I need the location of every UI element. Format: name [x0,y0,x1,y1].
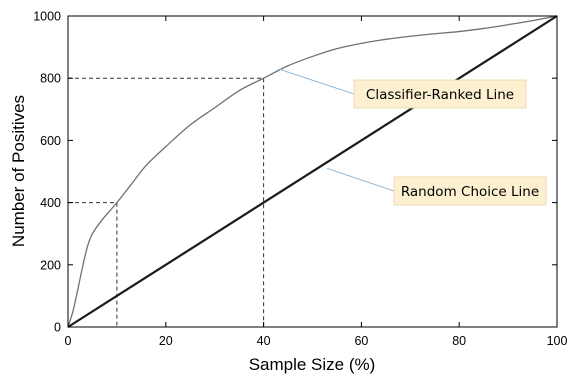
classifier-callout-box [353,79,527,109]
y-tick-label: 600 [40,134,61,148]
classifier-callout-leader [278,68,355,95]
random-callout-leader [327,167,395,192]
classifier-ranked-line [67,15,558,328]
random-choice-line [67,15,558,328]
y-tick-label: 0 [54,321,61,335]
callouts-group: Classifier-Ranked Line Random Choice Line [278,68,547,206]
classifier-callout-label: Classifier-Ranked Line [366,87,514,103]
plot-frame [67,15,558,328]
x-tick-label: 0 [65,334,72,348]
random-callout-label: Random Choice Line [401,184,539,200]
x-tick-label: 20 [159,334,173,348]
series-group [67,15,558,328]
x-tick-label: 40 [257,334,271,348]
x-axis-title: Sample Size (%) [249,355,376,374]
reference-lines [68,77,265,327]
y-tick-label: 1000 [33,10,61,24]
x-tick-label: 60 [354,334,368,348]
y-axis-title: Number of Positives [9,95,28,247]
x-tick-label: 80 [452,334,466,348]
random-callout-box [393,176,547,206]
y-tick-label: 400 [40,196,61,210]
y-tick-label: 800 [40,72,61,86]
y-tick-label: 200 [40,258,61,272]
x-tick-label: 100 [547,334,568,348]
